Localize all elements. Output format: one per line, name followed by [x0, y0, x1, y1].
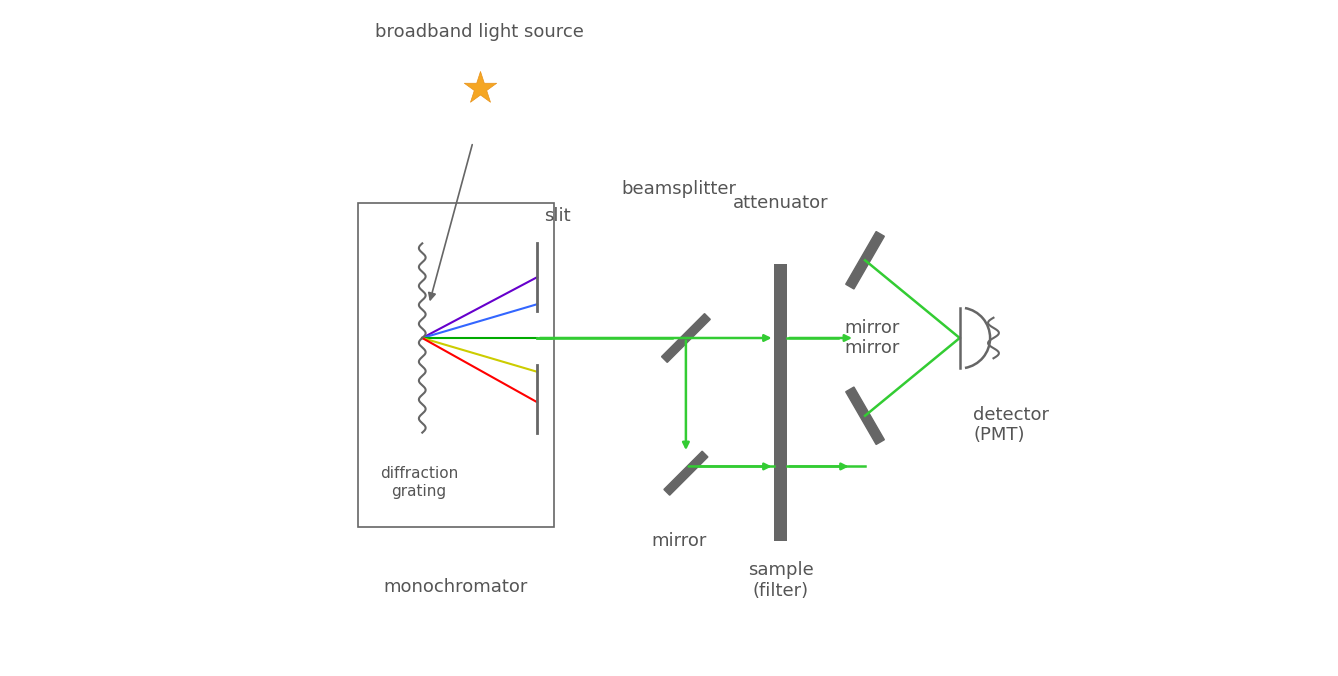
Polygon shape [661, 314, 710, 362]
Polygon shape [846, 387, 884, 444]
Text: diffraction
grating: diffraction grating [380, 466, 458, 499]
FancyBboxPatch shape [359, 203, 554, 527]
Text: mirror: mirror [652, 532, 706, 550]
Point [470, 82, 491, 93]
Polygon shape [664, 451, 708, 496]
Text: monochromator: monochromator [384, 578, 529, 596]
Text: detector
(PMT): detector (PMT) [973, 406, 1049, 444]
Text: mirror: mirror [844, 339, 899, 357]
FancyBboxPatch shape [775, 264, 787, 412]
Text: mirror: mirror [844, 319, 899, 337]
Text: sample
(filter): sample (filter) [748, 561, 814, 600]
Text: broadband light source: broadband light source [375, 22, 585, 41]
FancyBboxPatch shape [775, 392, 787, 541]
Text: attenuator: attenuator [733, 194, 828, 212]
Polygon shape [846, 232, 884, 289]
Text: beamsplitter: beamsplitter [622, 180, 737, 198]
Text: slit: slit [545, 208, 570, 225]
